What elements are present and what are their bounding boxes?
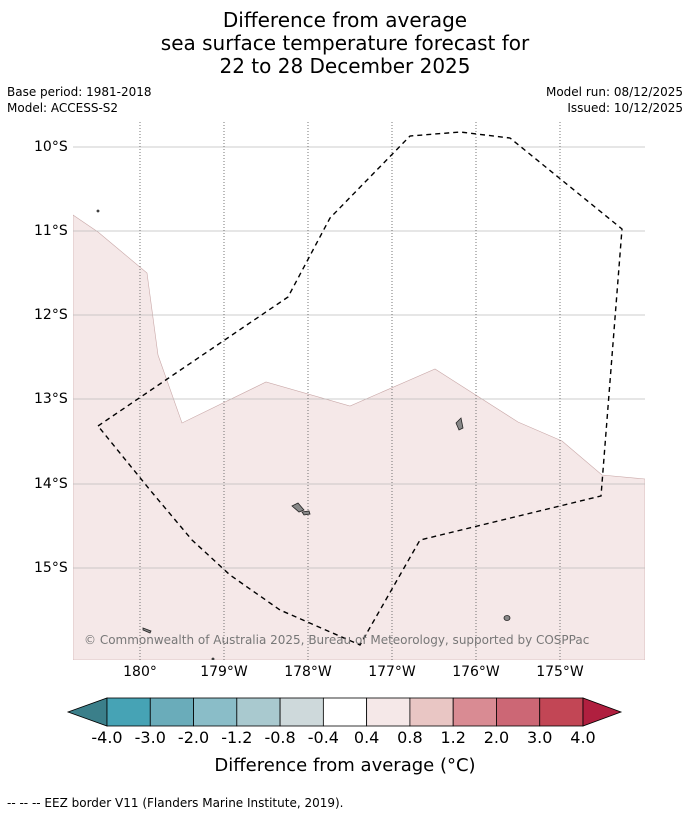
lat-gridlines xyxy=(73,146,645,569)
colorbar-tick-label: 2.0 xyxy=(483,728,510,747)
lon-label: 177°W xyxy=(368,664,416,680)
colorbar-cell xyxy=(322,697,368,727)
colorbar-tick-label: 3.0 xyxy=(526,728,553,747)
island-g xyxy=(211,657,215,660)
model-run: Model run: 08/12/2025 xyxy=(545,85,683,99)
colorbar-tick-label: 0.4 xyxy=(353,728,380,747)
lat-label: 12°S xyxy=(34,307,68,323)
island-e xyxy=(142,627,152,634)
colorbar-cell xyxy=(496,697,541,727)
island-d xyxy=(503,615,511,621)
base-period: Base period: 1981-2018 xyxy=(7,85,152,99)
colorbar-tick-label: 1.2 xyxy=(440,728,466,747)
anomaly-region xyxy=(73,214,645,660)
lon-label: 179°W xyxy=(200,664,248,680)
lat-label: 11°S xyxy=(34,223,68,239)
lat-label: 13°S xyxy=(34,391,68,407)
colorbar-cell xyxy=(366,697,411,727)
lat-label: 15°S xyxy=(34,560,68,576)
lat-label: 14°S xyxy=(34,476,68,492)
model-name: Model: ACCESS-S2 xyxy=(7,101,119,115)
eez-border xyxy=(96,131,623,646)
colorbar-arrow-high xyxy=(582,697,623,727)
island-c xyxy=(301,510,311,516)
lon-label: 178°W xyxy=(284,664,332,680)
colorbar-cell xyxy=(149,697,194,727)
colorbar-cell xyxy=(539,697,584,727)
lon-label: 180° xyxy=(123,664,157,680)
colorbar-tick-label: -4.0 xyxy=(91,728,123,747)
colorbar-tick-label: -0.4 xyxy=(307,728,339,747)
colorbar-cell xyxy=(193,697,238,727)
colorbar-tick-label: -3.0 xyxy=(134,728,166,747)
colorbar-cell xyxy=(279,697,324,727)
colorbar-title: Difference from average (°C) xyxy=(214,755,476,776)
colorbar-cell xyxy=(106,697,151,727)
title-line-3: 22 to 28 December 2025 xyxy=(219,54,471,78)
lon-label: 175°W xyxy=(536,664,584,680)
island-a xyxy=(455,417,464,431)
islands xyxy=(96,209,511,660)
colorbar-cell xyxy=(236,697,281,727)
title-line-2: sea surface temperature forecast for xyxy=(160,31,530,55)
colorbar xyxy=(66,697,623,727)
lat-label: 10°S xyxy=(34,139,68,155)
title-line-1: Difference from average xyxy=(222,8,468,32)
copyright-notice: © Commonwealth of Australia 2025, Bureau… xyxy=(84,633,590,647)
colorbar-cell xyxy=(409,697,454,727)
island-b xyxy=(291,502,305,513)
island-f xyxy=(96,209,100,213)
eez-legend-note: -- -- -- EEZ border V11 (Flanders Marine… xyxy=(7,796,344,810)
issued-date: Issued: 10/12/2025 xyxy=(567,101,683,115)
colorbar-tick-label: 0.8 xyxy=(397,728,423,747)
colorbar-tick-label: -0.8 xyxy=(264,728,296,747)
lon-label: 176°W xyxy=(452,664,500,680)
colorbar-tick-label: 4.0 xyxy=(570,728,596,747)
colorbar-tick-label: -1.2 xyxy=(221,728,253,747)
colorbar-cell xyxy=(452,697,497,727)
colorbar-arrow-low xyxy=(66,697,108,727)
colorbar-tick-label: -2.0 xyxy=(177,728,210,747)
